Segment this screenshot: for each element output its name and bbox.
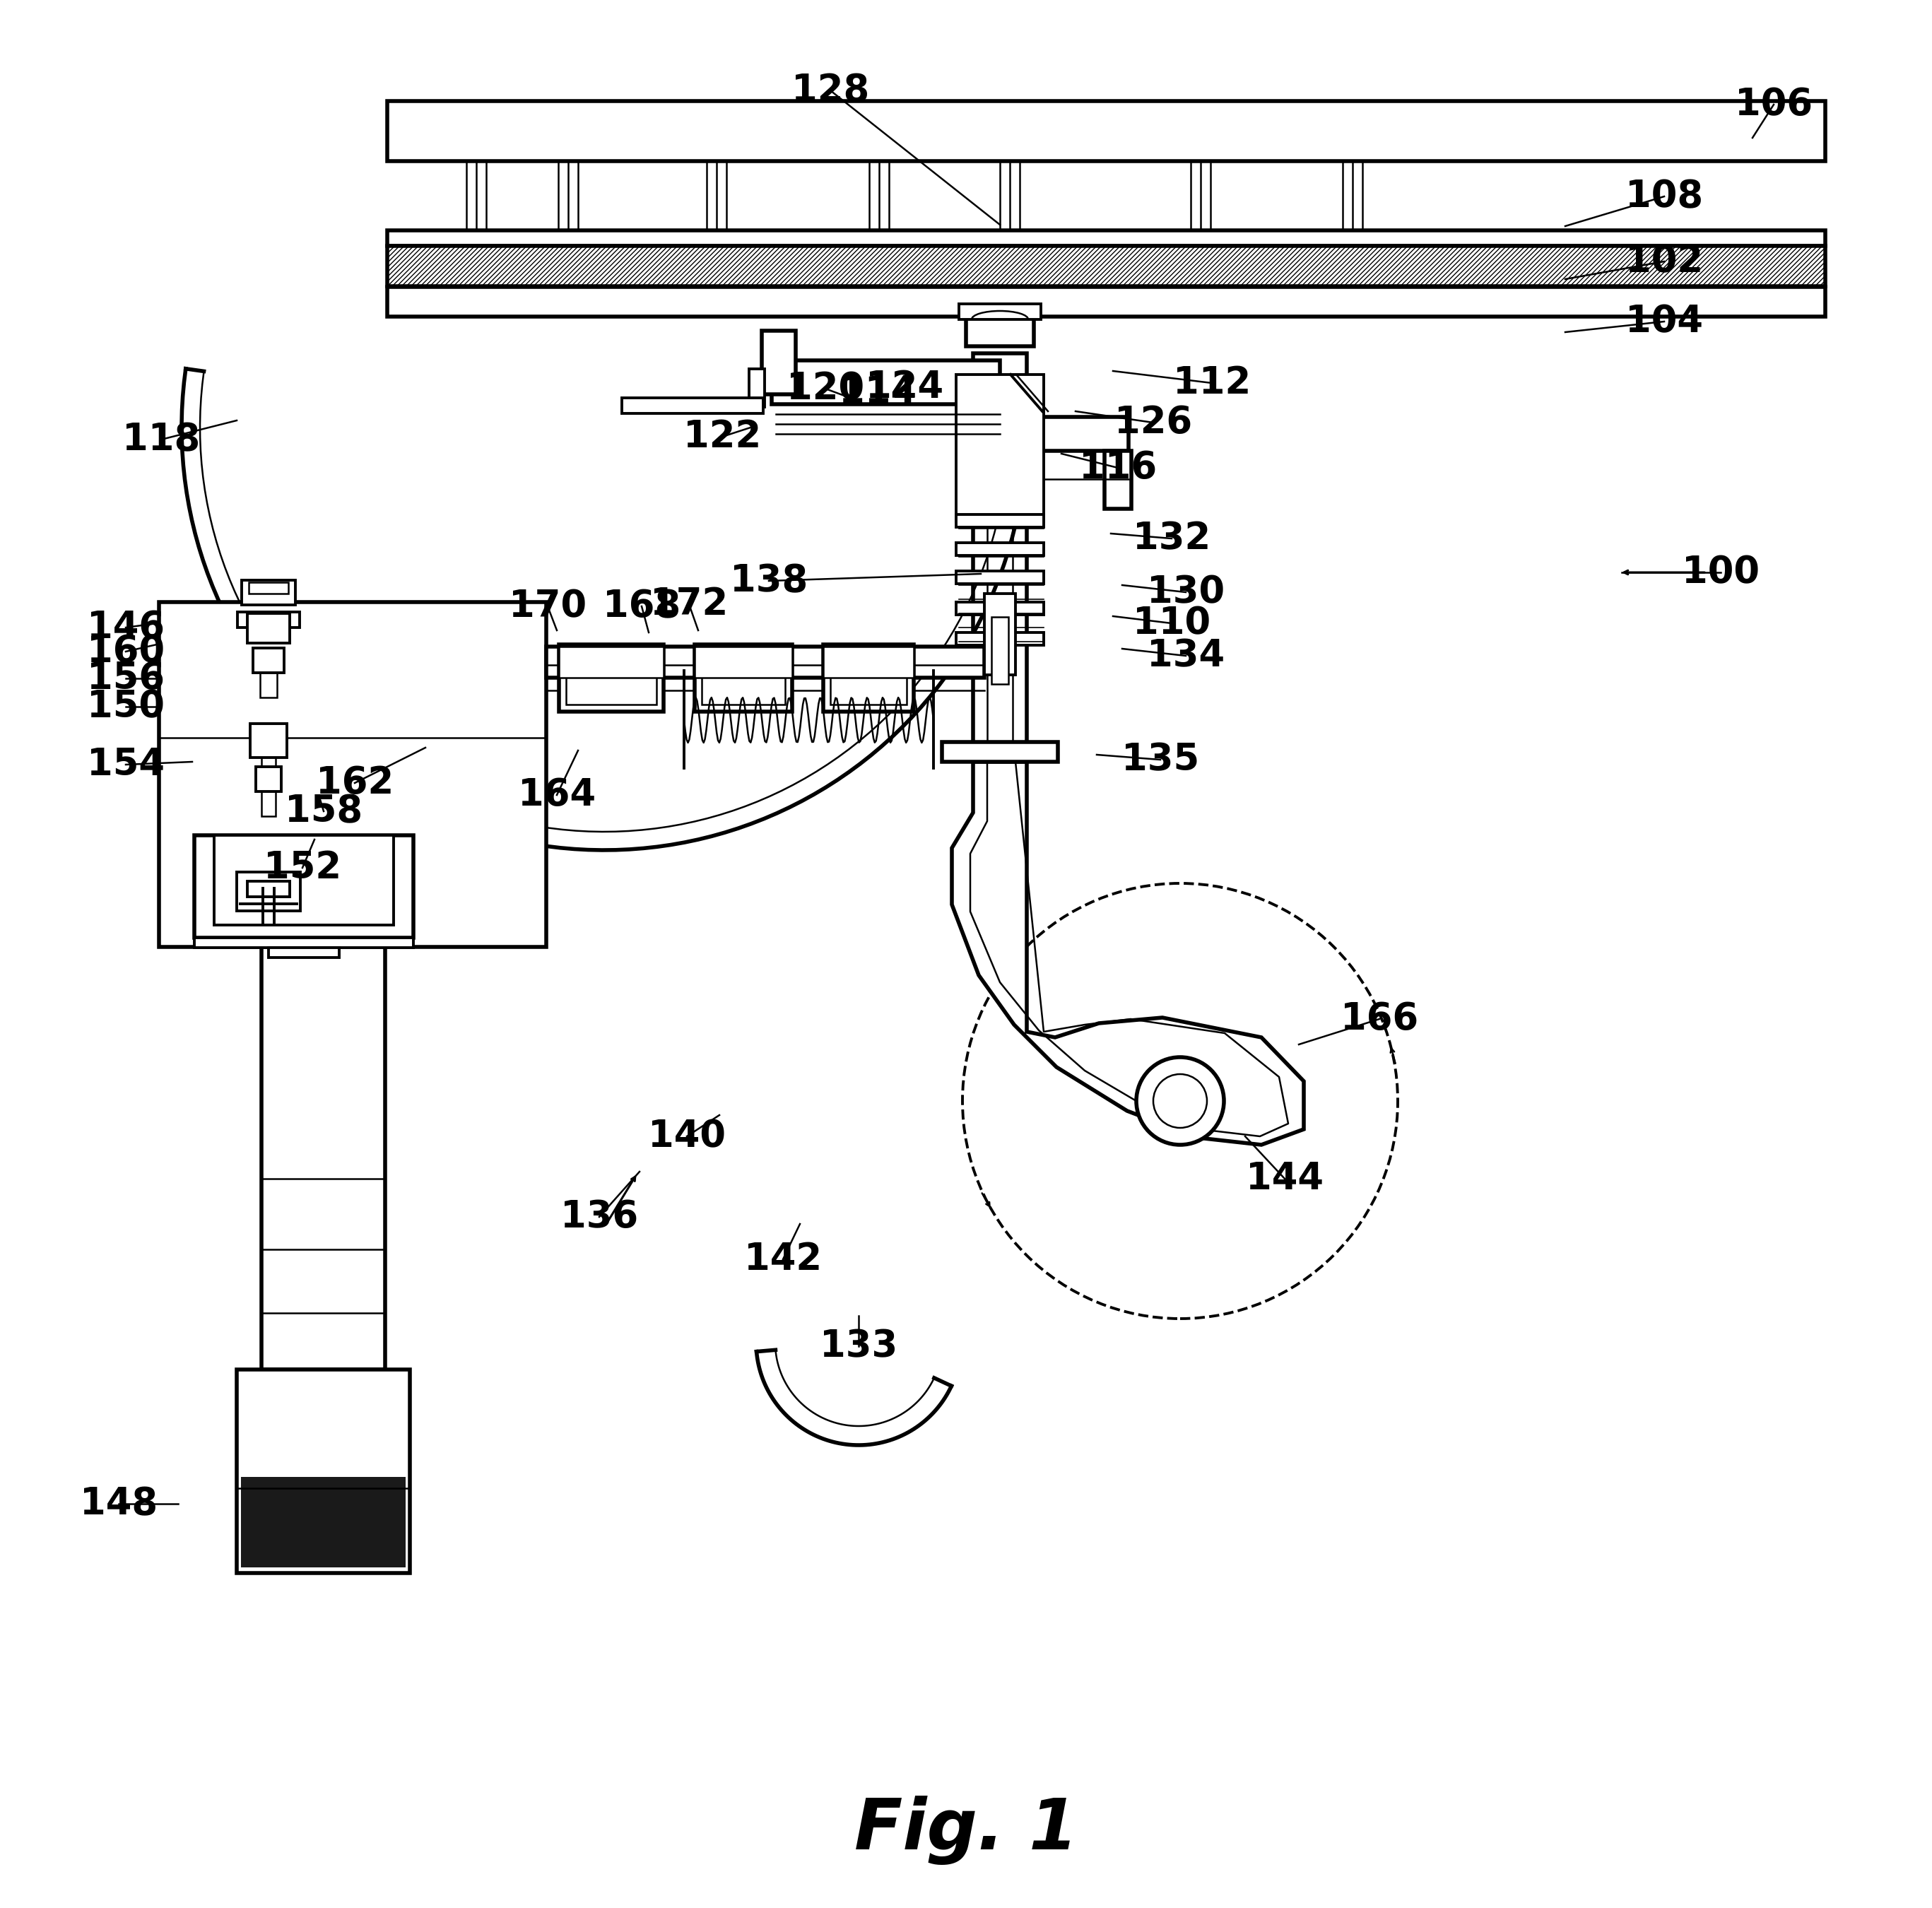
Text: 146: 146 [87,609,164,647]
Bar [622,399,763,414]
Bar [1105,450,1132,509]
Text: 130: 130 [1148,574,1225,611]
Bar [974,418,1128,450]
Text: 100: 100 [1683,553,1760,591]
Bar [386,231,1826,246]
Text: 148: 148 [79,1486,158,1523]
Text: 160: 160 [87,633,164,670]
Bar [696,645,792,712]
Text: 128: 128 [792,73,869,109]
Bar [249,723,288,757]
Text: 135: 135 [1121,742,1200,778]
Bar [253,649,284,674]
Bar [761,330,796,395]
Circle shape [1153,1074,1208,1128]
Bar [242,1477,406,1566]
Bar [831,651,906,704]
Bar [956,515,1043,527]
Text: 118: 118 [122,422,201,458]
Bar [261,731,276,817]
Bar [991,616,1009,685]
Bar [386,246,1826,286]
Bar [956,603,1043,614]
Bar [985,593,1016,675]
Bar [386,101,1826,160]
Bar [771,361,1001,404]
Text: 124: 124 [866,368,943,406]
Bar [956,570,1043,584]
Text: 170: 170 [508,588,587,624]
Text: 172: 172 [649,586,728,622]
Bar [261,946,384,1370]
Text: Fig. 1: Fig. 1 [854,1795,1078,1864]
Bar [823,645,914,712]
Text: 106: 106 [1735,86,1812,122]
Bar [966,315,1034,345]
Bar [943,742,1059,761]
Text: 158: 158 [284,794,363,830]
Bar [238,1370,410,1572]
Text: 138: 138 [730,563,808,599]
Bar [956,542,1043,555]
Bar [247,612,290,643]
Bar [558,647,663,677]
Bar [247,881,290,897]
Bar [238,872,299,910]
Text: 156: 156 [87,660,164,696]
Bar [195,937,413,948]
Text: 120: 120 [786,370,864,406]
Bar [261,656,276,698]
Bar [386,286,1826,317]
Text: 152: 152 [263,849,342,885]
Bar [701,651,784,704]
Bar [238,612,299,628]
Bar [823,647,914,677]
Bar [158,603,547,946]
Bar [195,836,413,937]
Text: 110: 110 [1132,605,1211,641]
Bar [249,582,288,593]
Text: 168: 168 [603,588,680,624]
Text: 104: 104 [1625,303,1702,340]
Text: 150: 150 [87,689,164,725]
Bar [558,645,663,712]
Text: 164: 164 [518,777,595,813]
Bar [696,647,792,677]
Text: 122: 122 [684,418,761,456]
Text: 162: 162 [315,765,394,801]
Text: 102: 102 [1625,242,1704,280]
Bar [255,767,282,792]
Text: 154: 154 [87,746,164,782]
Bar [974,353,1026,757]
Text: 132: 132 [1132,521,1211,557]
Bar [214,836,394,925]
Bar [547,647,985,677]
Text: 116: 116 [1078,450,1157,487]
Bar [566,651,657,704]
Bar [958,303,1041,319]
Polygon shape [952,761,1304,1145]
Bar [750,368,765,406]
Text: 133: 133 [819,1328,898,1364]
Bar [956,632,1043,645]
Text: 144: 144 [1246,1160,1323,1196]
Text: 108: 108 [1625,177,1704,216]
Text: 140: 140 [647,1118,726,1154]
Bar [956,374,1043,521]
Text: 126: 126 [1115,404,1192,441]
Bar [242,580,296,605]
Text: 134: 134 [1148,637,1225,674]
Bar [269,948,340,958]
Text: 166: 166 [1341,1000,1418,1038]
Text: 112: 112 [1173,364,1250,401]
Text: 114: 114 [838,374,916,410]
Circle shape [1136,1057,1225,1145]
Text: 142: 142 [744,1240,821,1278]
Text: 136: 136 [560,1198,638,1234]
